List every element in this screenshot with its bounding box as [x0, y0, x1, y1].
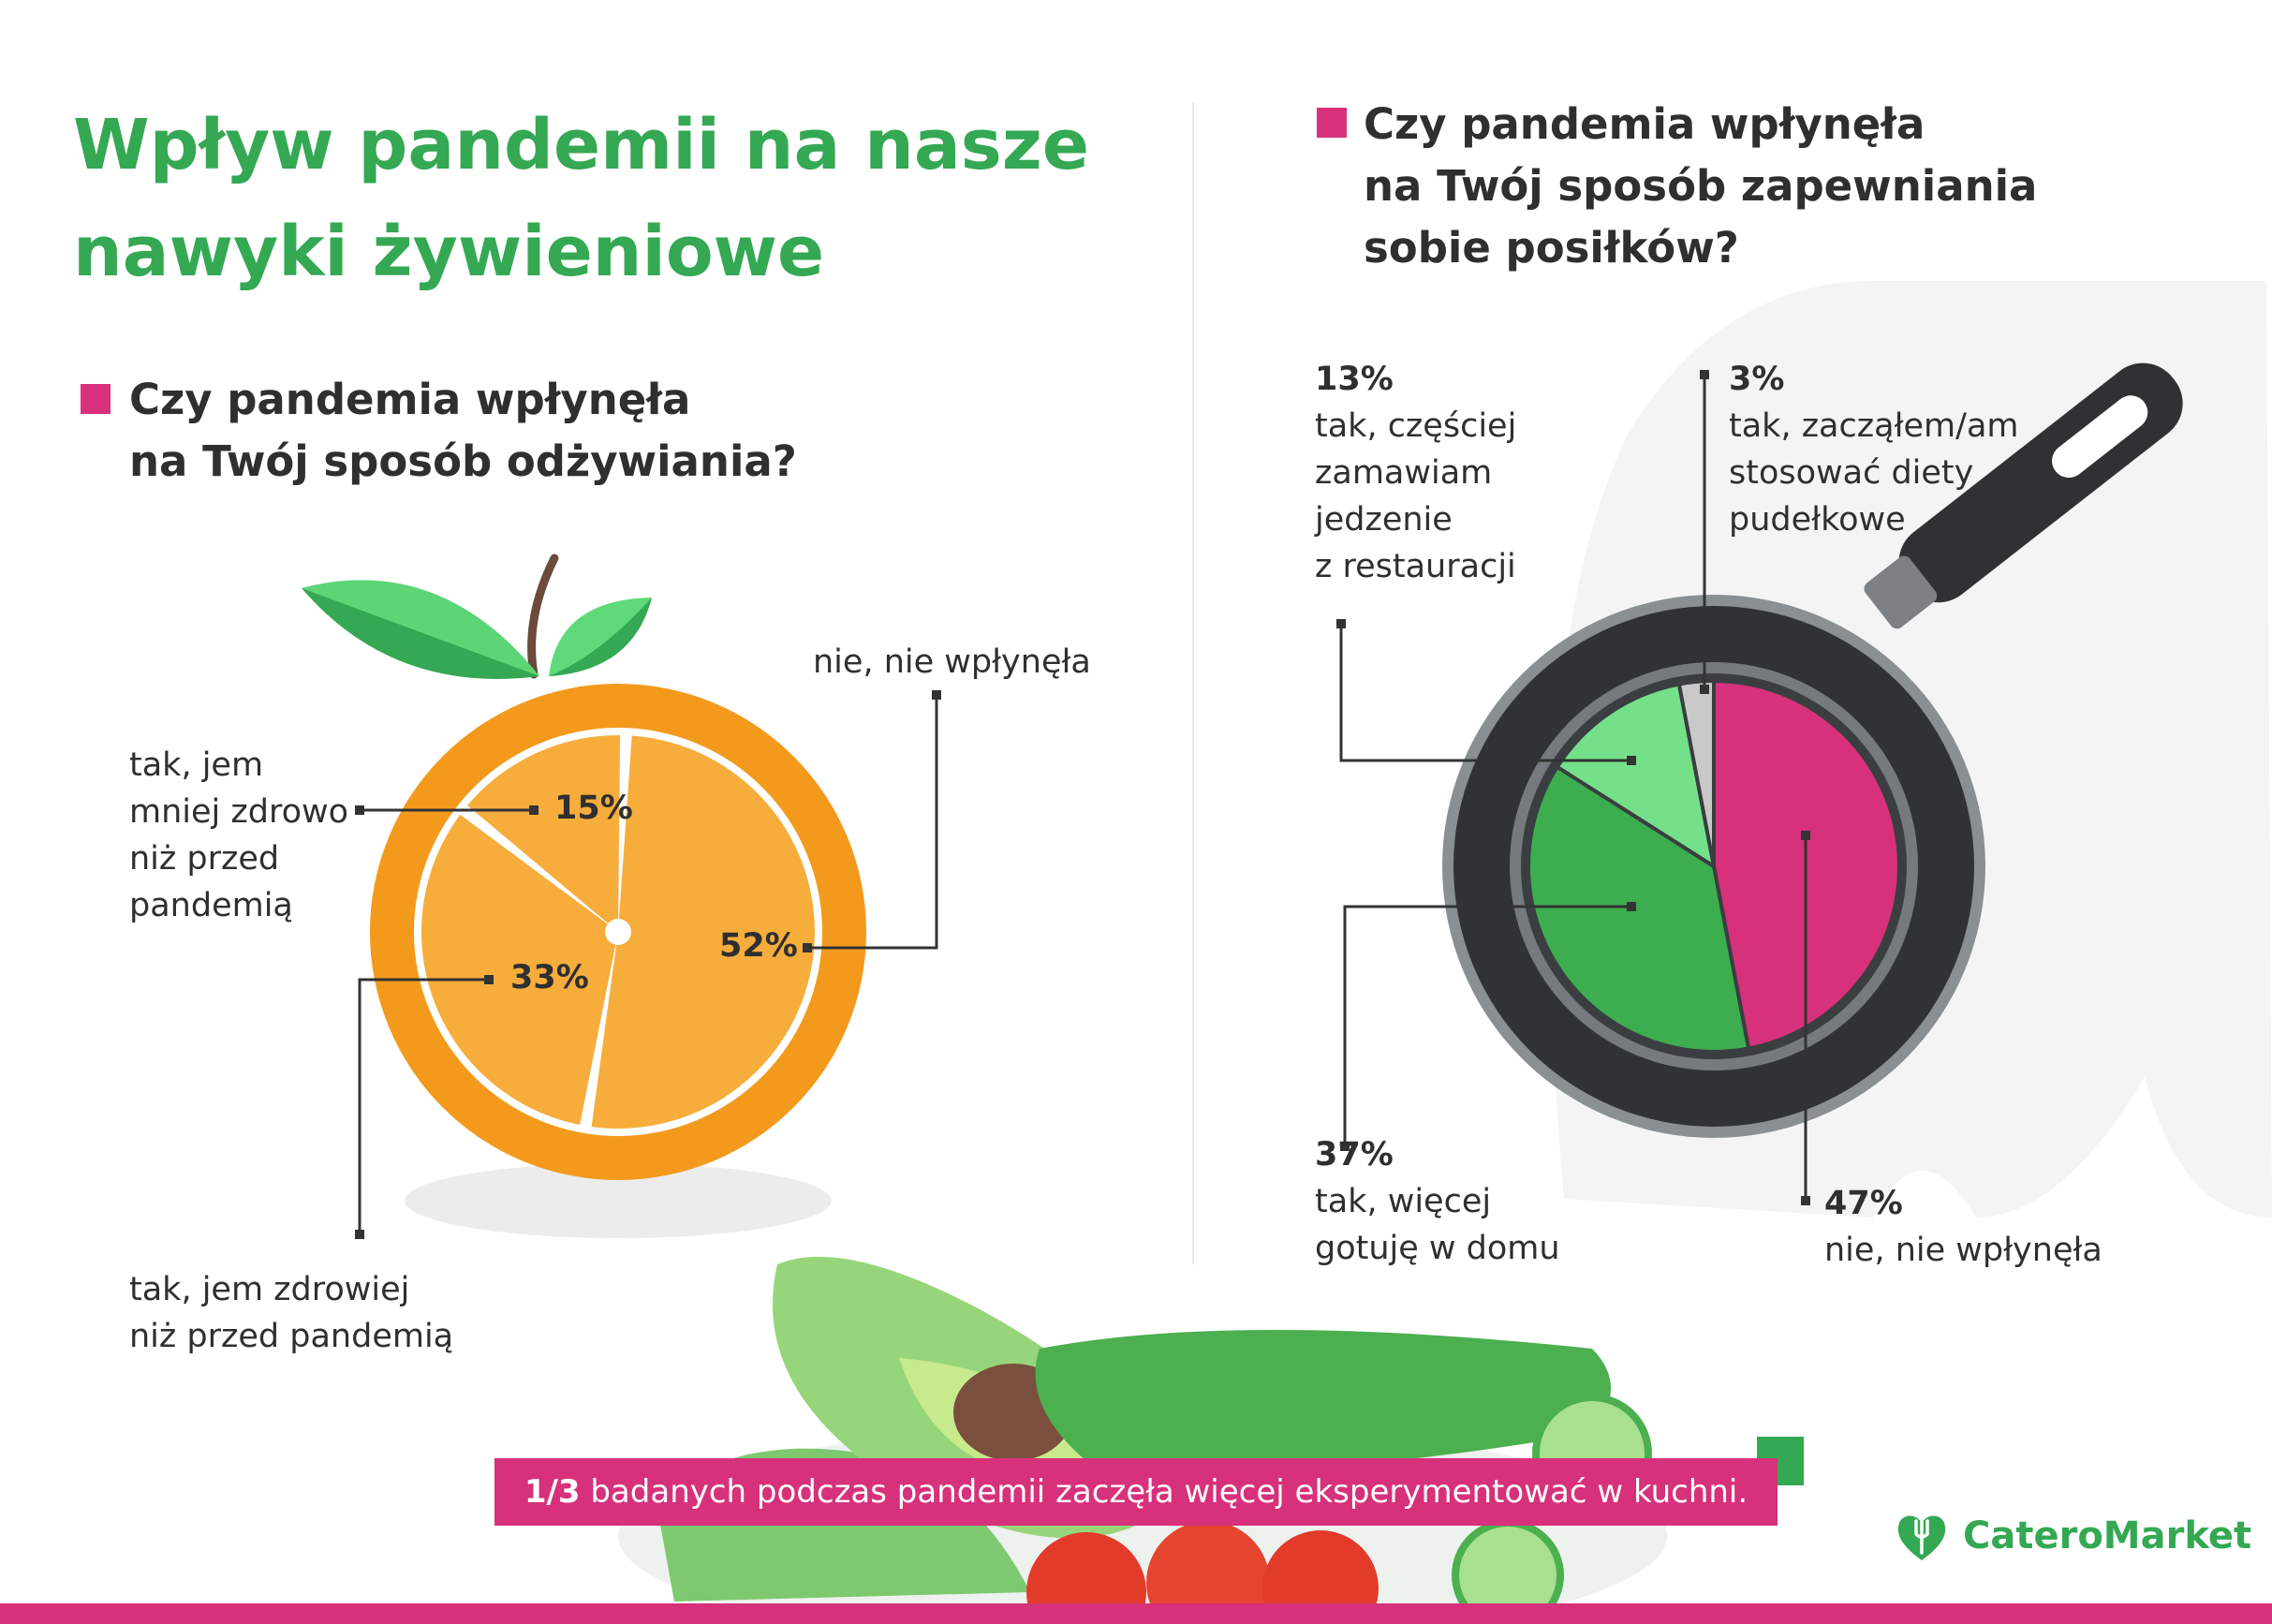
pan-handle-hole — [2052, 395, 2148, 479]
left-question-line1: Czy pandemia wpłynęła — [129, 375, 691, 424]
label-healthier: tak, jem zdrowiej niż przed pandemią — [129, 1271, 454, 1355]
leader-restaurant — [1339, 624, 1631, 762]
right-question-line2: na Twój sposób zapewniania — [1364, 161, 2038, 211]
label-no-pan: 47% nie, nie wpłynęła — [1824, 1180, 2102, 1274]
orange-segments — [421, 735, 816, 1129]
page-title: Wpływ pandemii na nasze nawyki żywieniow… — [73, 105, 1090, 292]
right-question-line3: sobie posiłków? — [1364, 223, 1739, 273]
orange-segment-2 — [421, 814, 618, 1125]
bottom-bar — [0, 1603, 2272, 1624]
right-leader-lines — [1339, 375, 1807, 1201]
leaf-right-icon — [549, 598, 652, 676]
label-restaurant: 13% tak, częściej zamawiam jedzenie z re… — [1315, 356, 1516, 590]
pan-slice-3 — [1555, 682, 1717, 871]
leaf-left-highlight — [302, 580, 539, 676]
callout-bold: 1/3 — [524, 1473, 581, 1511]
logo[interactable]: CateroMarket — [1892, 1503, 2251, 1569]
leader-cook-home — [1343, 905, 1631, 1146]
logo-text: CateroMarket — [1963, 1514, 2252, 1558]
column-divider — [1192, 103, 1194, 1264]
left-leader-dots — [355, 690, 941, 1239]
orange-illustration — [302, 554, 866, 1238]
label-no-orange: nie, nie wpłynęła — [813, 643, 1091, 681]
pct-restaurant: 13% — [1315, 361, 1394, 398]
pan-slice-2 — [1527, 764, 1751, 1054]
right-leader-dots — [1336, 370, 1810, 1205]
pct-box-diet: 3% — [1729, 361, 1785, 398]
orange-core — [605, 919, 631, 945]
orange-pct-no: 52% — [719, 927, 798, 965]
pan-illustration — [1442, 362, 2183, 1138]
pan-slices — [1527, 678, 1901, 1054]
orange-segment-3 — [467, 735, 621, 932]
right-question-line1: Czy pandemia wpłynęła — [1364, 99, 1925, 149]
pct-cook-home: 37% — [1315, 1136, 1394, 1174]
left-question-line2: na Twój sposób odżywiania? — [129, 436, 797, 486]
right-question-marker — [1317, 108, 1347, 138]
callout-text: badanych podczas pandemii zaczęła więcej… — [580, 1473, 1748, 1511]
pan-slice-4 — [1676, 678, 1716, 867]
tomato-slice-2 — [1146, 1521, 1270, 1624]
label-cook-home: 37% tak, więcej gotuję w domu — [1315, 1131, 1560, 1272]
leader-no-orange — [807, 695, 938, 950]
label-less-healthy: tak, jem mniej zdrowo niż przed pandemią — [129, 746, 349, 924]
tomato-slice-1 — [1026, 1532, 1146, 1624]
callout-banner: 1/3 badanych podczas pandemii zaczęła wi… — [494, 1458, 1778, 1526]
right-question: Czy pandemia wpłynęła na Twój sposób zap… — [1364, 94, 2037, 279]
pan-handle-connector — [1864, 555, 1938, 629]
orange-stem — [527, 554, 559, 679]
orange-pct-less-healthy: 15% — [554, 790, 633, 827]
heart-fork-icon — [1897, 1515, 1946, 1560]
orange-shadow — [405, 1163, 832, 1238]
orange-segment-1 — [591, 735, 816, 1129]
left-question: Czy pandemia wpłynęła na Twój sposób odż… — [129, 369, 797, 493]
cucumber — [1035, 1330, 1611, 1470]
orange-pct-healthier: 33% — [510, 959, 589, 997]
leader-healthier — [358, 978, 489, 1234]
left-leader-lines — [358, 695, 938, 1234]
tomato-slice-3 — [1262, 1530, 1379, 1624]
pct-no-pan: 47% — [1824, 1185, 1903, 1222]
left-question-marker — [81, 384, 111, 414]
leaf-right-shade — [549, 598, 652, 676]
food-illustration — [618, 1256, 1804, 1624]
label-box-diet: 3% tak, zacząłem/am stosować diety pudeł… — [1729, 356, 2018, 543]
